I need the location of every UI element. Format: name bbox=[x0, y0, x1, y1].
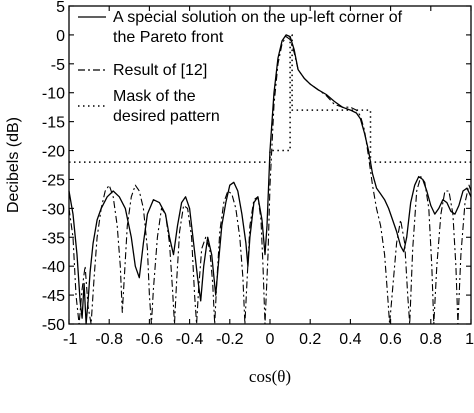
y-axis-label: Decibels (dB) bbox=[5, 117, 22, 213]
y-tick-label: -15 bbox=[42, 115, 65, 132]
x-axis-label: cos(θ) bbox=[249, 367, 291, 386]
x-tick-label: -0.8 bbox=[95, 331, 123, 348]
x-tick-label: -0.4 bbox=[176, 331, 204, 348]
y-tick-label: -20 bbox=[42, 144, 65, 161]
x-tick-label: 0.2 bbox=[299, 331, 321, 348]
legend-entry-result: Result of [12] bbox=[113, 62, 207, 79]
y-tick-label: -35 bbox=[42, 230, 65, 247]
legend-entry-mask-line2: desired pattern bbox=[113, 108, 220, 125]
x-tick-label: -0.2 bbox=[216, 331, 244, 348]
legend-entry-solution-line2: the Pareto front bbox=[113, 29, 224, 46]
series-layer bbox=[68, 34, 472, 325]
y-tick-label: -5 bbox=[51, 57, 65, 74]
series-line-dashdot bbox=[68, 36, 472, 325]
y-tick-label: -50 bbox=[42, 317, 65, 334]
y-tick-label: 5 bbox=[56, 0, 65, 16]
x-tick-label: 1 bbox=[465, 331, 474, 348]
x-tick-label: 0.4 bbox=[339, 331, 361, 348]
x-tick-label: 0 bbox=[266, 331, 275, 348]
legend-entry-solution-line1: A special solution on the up-left corner… bbox=[113, 9, 403, 26]
y-tick-label: -40 bbox=[42, 259, 65, 276]
y-tick-label: -10 bbox=[42, 86, 65, 103]
x-tick-label: 0.8 bbox=[420, 331, 442, 348]
y-tick-label: -25 bbox=[42, 172, 65, 189]
x-tick-label: -0.6 bbox=[136, 331, 164, 348]
x-tick-label: 0.6 bbox=[379, 331, 401, 348]
y-tick-label: -30 bbox=[42, 201, 65, 218]
x-tick-label: -1 bbox=[63, 331, 77, 348]
y-tick-label: 0 bbox=[56, 28, 65, 45]
y-tick-label: -45 bbox=[42, 288, 65, 305]
legend: A special solution on the up-left corner… bbox=[78, 9, 403, 125]
legend-entry-mask-line1: Mask of the bbox=[113, 88, 196, 105]
axis-ticks: -1 -0.8 -0.6 -0.4 -0.2 0 0.2 0.4 0.6 0.8 1 5 0 -5 -10 -… bbox=[42, 0, 474, 348]
